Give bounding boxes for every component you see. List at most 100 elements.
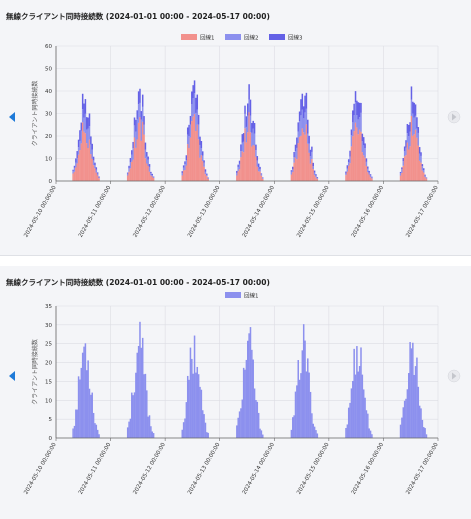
bar-1-s1: [367, 172, 369, 181]
bar-1-s1: [292, 172, 294, 181]
bar-2-s1: [406, 389, 409, 438]
bar-1-s2: [240, 151, 242, 158]
bar-2-s1: [311, 413, 313, 438]
bar-1-s1: [354, 122, 357, 181]
chevron-right-icon[interactable]: [447, 369, 461, 383]
bar-1-s2: [260, 174, 263, 176]
bar-2-s1: [256, 401, 259, 438]
bar-2-s1: [77, 376, 80, 438]
bar-2-s1: [312, 423, 314, 438]
bar-1-s2: [316, 177, 319, 179]
bar-1-s2: [186, 134, 189, 145]
bar-1-s3: [402, 158, 405, 162]
y-axis-label: クライアント同時接続数: [31, 339, 39, 405]
bar-2-s1: [259, 428, 261, 438]
bar-2-s1: [407, 373, 410, 438]
bar-1-s1: [98, 178, 100, 181]
bar-1-s3: [132, 141, 134, 149]
bar-1-s2: [128, 168, 130, 172]
x-tick-label: 2024-05-17 00:00:00: [405, 185, 440, 239]
bar-1-s2: [353, 115, 355, 132]
bar-1-s1: [72, 173, 74, 181]
bar-1-s2: [92, 160, 95, 166]
bar-1-s1: [403, 156, 406, 181]
y-tick-label: 25: [45, 342, 52, 348]
bar-1-s3: [152, 176, 155, 178]
bar-2-s1: [353, 348, 355, 438]
chevron-right-icon[interactable]: [447, 110, 461, 124]
bar-1-s3: [349, 150, 351, 157]
bar-1-s2: [345, 173, 347, 176]
bar-1-s1: [96, 175, 99, 181]
bar-1-s2: [371, 177, 373, 179]
bar-1-s2: [293, 157, 295, 163]
bar-2-s1: [416, 357, 418, 438]
bar-1-s1: [150, 175, 152, 181]
bar-2-s1: [189, 347, 192, 438]
bar-1-s2: [191, 103, 193, 122]
bar-2-s1: [86, 370, 88, 438]
bar-1-s1: [406, 142, 409, 181]
bar-1-s1: [361, 152, 364, 181]
bar-1-s3: [371, 176, 373, 178]
bar-1-s2: [259, 169, 261, 172]
bar-1-s1: [241, 151, 244, 181]
bar-2-s1: [313, 426, 316, 438]
bar-1-s1: [76, 163, 78, 181]
bar-2-s1: [207, 432, 209, 438]
chevron-left-icon[interactable]: [9, 371, 15, 381]
chevron-left-shape: [9, 371, 15, 381]
bar-1-s1: [83, 131, 85, 181]
bar-1-s3: [308, 135, 310, 144]
bar-2-s1: [152, 433, 155, 438]
bar-1-s1: [294, 157, 297, 181]
bar-2-s1: [309, 391, 312, 438]
bar-2-s1: [308, 372, 310, 438]
bar-1-s1: [146, 163, 148, 181]
bar-1-s2: [129, 162, 132, 169]
bar-2-s1: [128, 421, 130, 438]
bar-1-s1: [204, 174, 207, 181]
bar-1-s1: [345, 175, 347, 181]
bar-1-s2: [356, 115, 358, 128]
legend-swatch: [225, 292, 241, 298]
bar-2-s1: [133, 392, 136, 438]
bar-2-s1: [409, 342, 411, 438]
bar-2-s1: [257, 412, 260, 438]
legend-swatch: [269, 34, 285, 40]
bar-1-s3: [189, 115, 192, 125]
bar-1-s3: [91, 143, 93, 150]
bar-1-s1: [206, 176, 208, 181]
bar-1-s1: [418, 160, 421, 181]
chevron-left-icon[interactable]: [9, 112, 15, 122]
bar-1-s3: [129, 157, 132, 163]
bar-1-s2: [257, 167, 260, 172]
bar-2-s1: [132, 395, 134, 438]
bar-1-s2: [298, 121, 301, 137]
bar-1-s3: [255, 144, 257, 151]
bar-2-s1: [129, 418, 132, 438]
bar-1-s2: [290, 171, 293, 175]
bar-1-s2: [407, 136, 410, 150]
bar-1-s2: [369, 175, 372, 178]
bar-2-s1: [292, 417, 294, 438]
bar-2-s1: [144, 373, 147, 438]
bar-1-s1: [253, 145, 256, 181]
bars-group: [72, 80, 428, 181]
bar-2-s1: [399, 424, 402, 438]
bar-1-s1: [358, 129, 361, 181]
bar-1-s1: [195, 131, 197, 181]
bar-2-s1: [294, 391, 297, 438]
bar-1-s2: [311, 151, 313, 160]
bar-1-s3: [416, 117, 418, 129]
bar-1-s2: [206, 174, 208, 177]
bar-1-s1: [249, 132, 252, 181]
bar-1-s1: [297, 143, 299, 181]
bar-2-s1: [75, 409, 77, 438]
bar-2-s1: [98, 434, 100, 438]
bar-1-s2: [402, 161, 405, 166]
bar-1-s3: [311, 146, 313, 152]
bar-1-s1: [132, 159, 134, 181]
bar-1-s3: [242, 133, 245, 142]
bar-1-s1: [86, 143, 88, 181]
